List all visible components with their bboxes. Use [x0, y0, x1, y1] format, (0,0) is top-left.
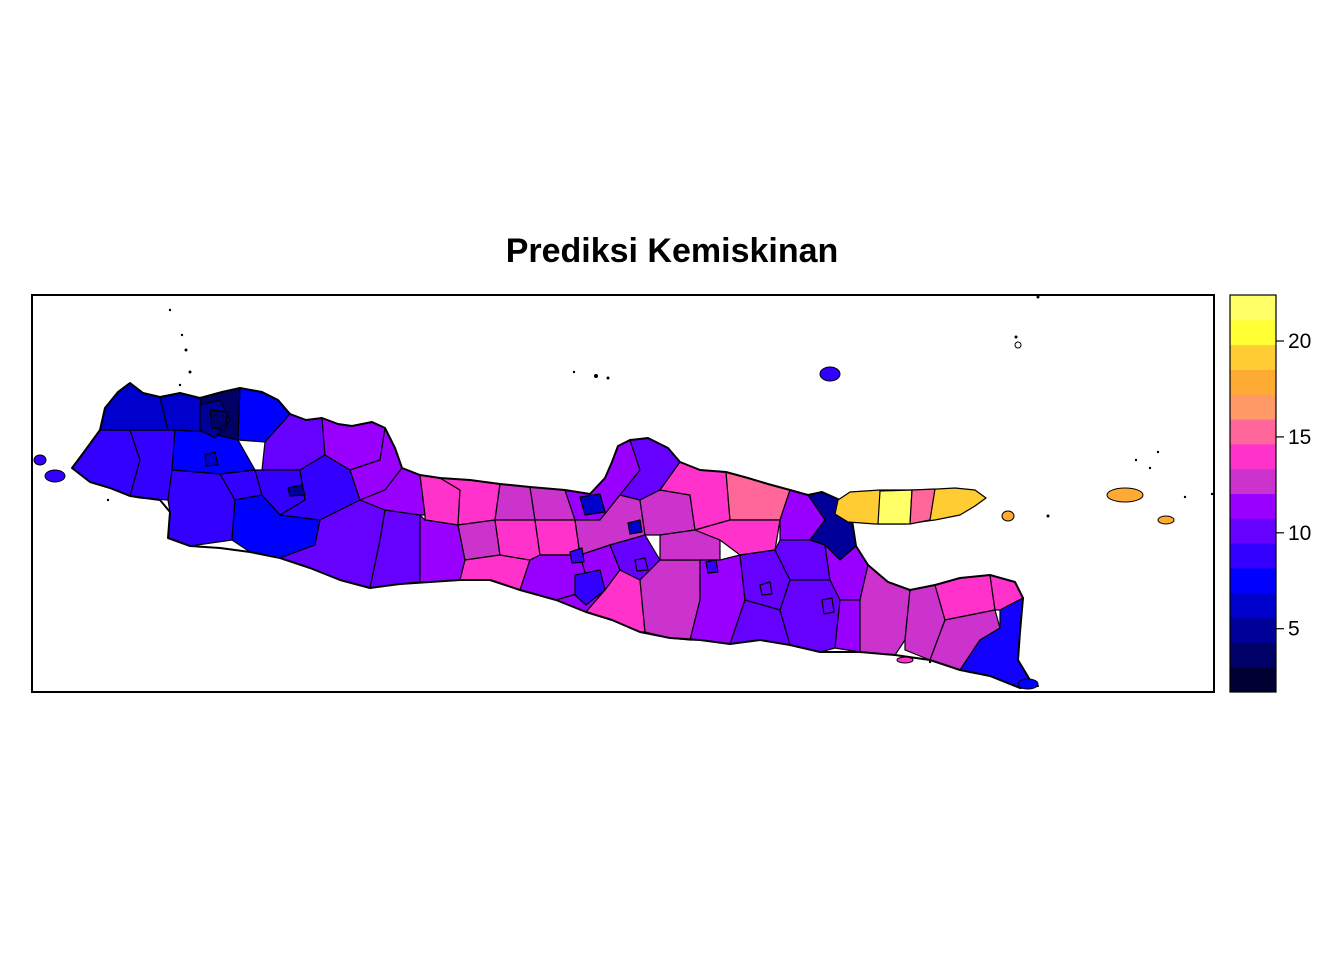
- city-region: [569, 547, 585, 564]
- legend-bin: [1230, 319, 1276, 346]
- legend-bin: [1230, 394, 1276, 420]
- regency-region: [457, 519, 501, 561]
- island-dots: [106, 295, 1214, 674]
- city-region: [287, 484, 306, 497]
- regency-region: [534, 519, 581, 556]
- city-region: [209, 409, 229, 431]
- regency-region: [639, 559, 701, 641]
- legend-tick-label: 20: [1288, 330, 1311, 353]
- legend-bin: [1230, 468, 1276, 494]
- legend-bin: [1230, 567, 1276, 594]
- island-raas: [1157, 515, 1175, 525]
- regency-region: [834, 599, 861, 653]
- regency-region: [494, 519, 541, 561]
- legend-tick-label: 15: [1288, 426, 1311, 449]
- island-panaitan: [44, 469, 66, 483]
- legend-bin: [1230, 518, 1276, 544]
- legend-bin: [1230, 443, 1276, 470]
- legend-bin: [1230, 295, 1276, 321]
- regency-region: [579, 493, 606, 516]
- regency-region: [639, 489, 696, 536]
- island-nusakambangan: [896, 656, 914, 664]
- legend-bin: [1230, 667, 1276, 693]
- legend-bin: [1230, 493, 1276, 519]
- city-region: [821, 597, 835, 615]
- map-panel: [31, 294, 1215, 693]
- island-kangean: [1106, 487, 1144, 503]
- legend-tick-label: 5: [1288, 618, 1300, 641]
- city-region: [204, 451, 219, 467]
- legend-bin: [1230, 419, 1276, 445]
- legend-tick-label: 10: [1288, 522, 1311, 545]
- city-region: [627, 519, 643, 535]
- regency-region: [574, 569, 606, 606]
- city-region: [705, 559, 719, 574]
- regency-region: [779, 579, 841, 653]
- city-region: [759, 581, 773, 596]
- island-karimunjawa: [819, 366, 841, 382]
- legend-bin: [1230, 543, 1276, 569]
- island-bawean: [1014, 341, 1022, 349]
- legend-frame: [1229, 294, 1277, 693]
- island-sapudi: [1001, 510, 1015, 522]
- map-title: Prediksi Kemiskinan: [506, 232, 839, 270]
- java-outline: [71, 382, 1039, 689]
- madura-pamekasan: [909, 488, 936, 525]
- regency-region: [159, 392, 206, 433]
- city-region: [634, 557, 649, 572]
- regency-region: [494, 483, 536, 521]
- legend-bin: [1230, 642, 1276, 668]
- legend-bin: [1230, 369, 1276, 395]
- legend-bin: [1230, 344, 1276, 370]
- madura-sumenep: [877, 489, 913, 525]
- legend-bin: [1230, 592, 1276, 619]
- legend-colorbar: 5 10 15 20: [1229, 294, 1311, 693]
- island-baluran-tip: [1017, 678, 1039, 690]
- legend-bin: [1230, 617, 1276, 643]
- island-sangiang: [33, 454, 47, 466]
- regions-layer: [71, 382, 1039, 689]
